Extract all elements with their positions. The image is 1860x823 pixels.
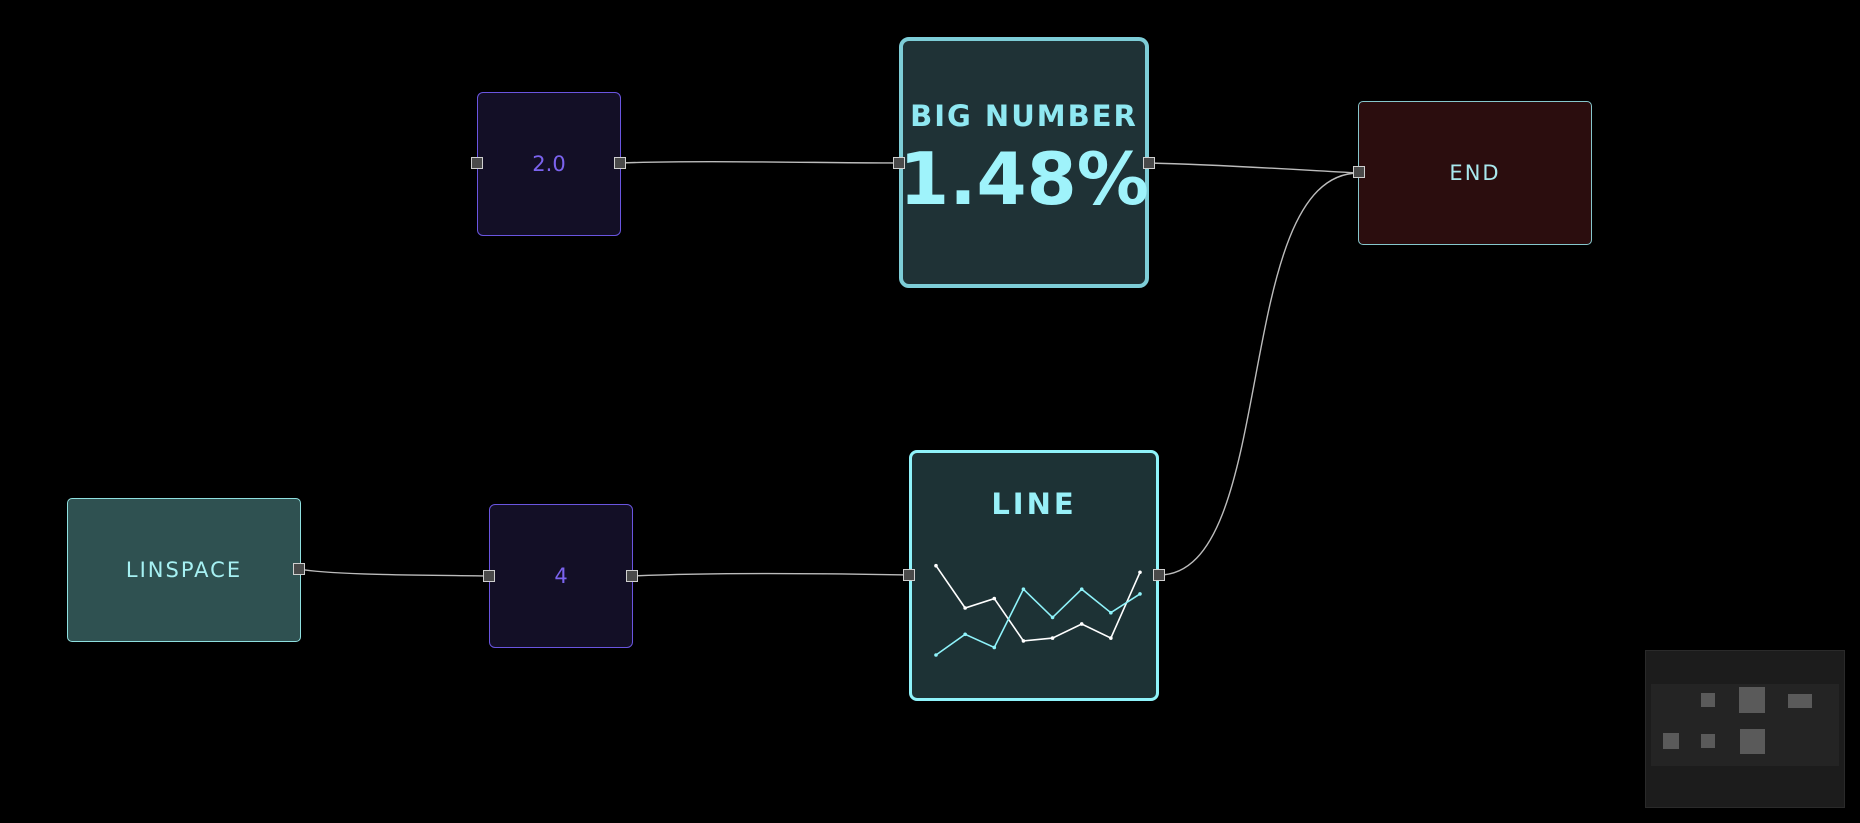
minimap-viewport <box>1651 684 1839 766</box>
minimap-node <box>1701 693 1715 707</box>
line-chart-node[interactable]: LINE <box>909 450 1159 701</box>
end-node[interactable]: END <box>1358 101 1592 245</box>
constant-node-4-value: 4 <box>554 564 568 588</box>
line-point-series-2 <box>992 645 997 650</box>
edge-big-number-to-end <box>1148 162 1360 174</box>
line-point-series-1 <box>992 596 997 601</box>
linspace-node[interactable]: LINSPACE <box>67 498 301 642</box>
big-number-value: 1.48% <box>899 136 1149 221</box>
constant-node-4[interactable]: 4 <box>489 504 633 648</box>
line-point-series-2 <box>1079 587 1084 591</box>
linspace-node-label: LINSPACE <box>125 558 243 582</box>
line-point-series-2 <box>1138 592 1142 596</box>
minimap[interactable] <box>1645 650 1845 808</box>
edge-line-to-end <box>1158 172 1360 576</box>
big-number-output-port[interactable] <box>1143 157 1155 169</box>
line-chart-output-port[interactable] <box>1153 569 1165 581</box>
line-point-series-1 <box>963 606 967 610</box>
line-point-series-1 <box>934 563 938 568</box>
end-node-input-port[interactable] <box>1353 166 1365 178</box>
minimap-node <box>1739 687 1765 713</box>
constant-node-4-input-port[interactable] <box>483 570 495 582</box>
line-point-series-2 <box>963 632 967 637</box>
line-chart-plot <box>934 563 1142 657</box>
constant-node-2[interactable]: 2.0 <box>477 92 621 236</box>
end-node-label: END <box>1449 161 1501 185</box>
minimap-node <box>1701 734 1715 748</box>
line-point-series-1 <box>1021 639 1026 643</box>
line-point-series-2 <box>1050 615 1055 620</box>
line-point-series-2 <box>1109 610 1113 615</box>
minimap-node <box>1788 694 1812 708</box>
constant-node-2-output-port[interactable] <box>614 157 626 169</box>
linspace-output-port[interactable] <box>293 563 305 575</box>
line-point-series-2 <box>934 653 938 657</box>
line-point-series-1 <box>1050 636 1055 640</box>
minimap-node <box>1740 729 1765 754</box>
edge-linspace-to-const-bottom <box>298 568 490 577</box>
big-number-input-port[interactable] <box>893 157 905 169</box>
line-point-series-1 <box>1079 622 1084 626</box>
line-point-series-1 <box>1109 636 1113 640</box>
edge-const-top-to-big-number <box>619 160 900 164</box>
line-series-1 <box>935 565 1141 642</box>
line-point-series-2 <box>1021 587 1026 591</box>
line-chart-title: LINE <box>991 487 1077 521</box>
line-point-series-1 <box>1138 570 1142 575</box>
constant-node-2-value: 2.0 <box>532 152 566 176</box>
constant-node-2-input-port[interactable] <box>471 157 483 169</box>
big-number-node[interactable]: BIG NUMBER 1.48% <box>899 37 1149 288</box>
minimap-node <box>1663 733 1679 749</box>
line-chart-input-port[interactable] <box>903 569 915 581</box>
big-number-title: BIG NUMBER <box>910 98 1138 133</box>
constant-node-4-output-port[interactable] <box>626 570 638 582</box>
line-series-2 <box>935 587 1141 656</box>
edge-const-bottom-to-line <box>631 572 910 577</box>
